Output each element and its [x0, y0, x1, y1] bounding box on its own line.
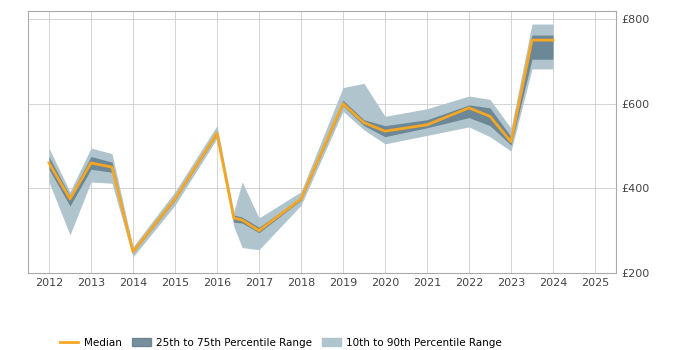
Legend: Median, 25th to 75th Percentile Range, 10th to 90th Percentile Range: Median, 25th to 75th Percentile Range, 1… — [55, 334, 506, 350]
